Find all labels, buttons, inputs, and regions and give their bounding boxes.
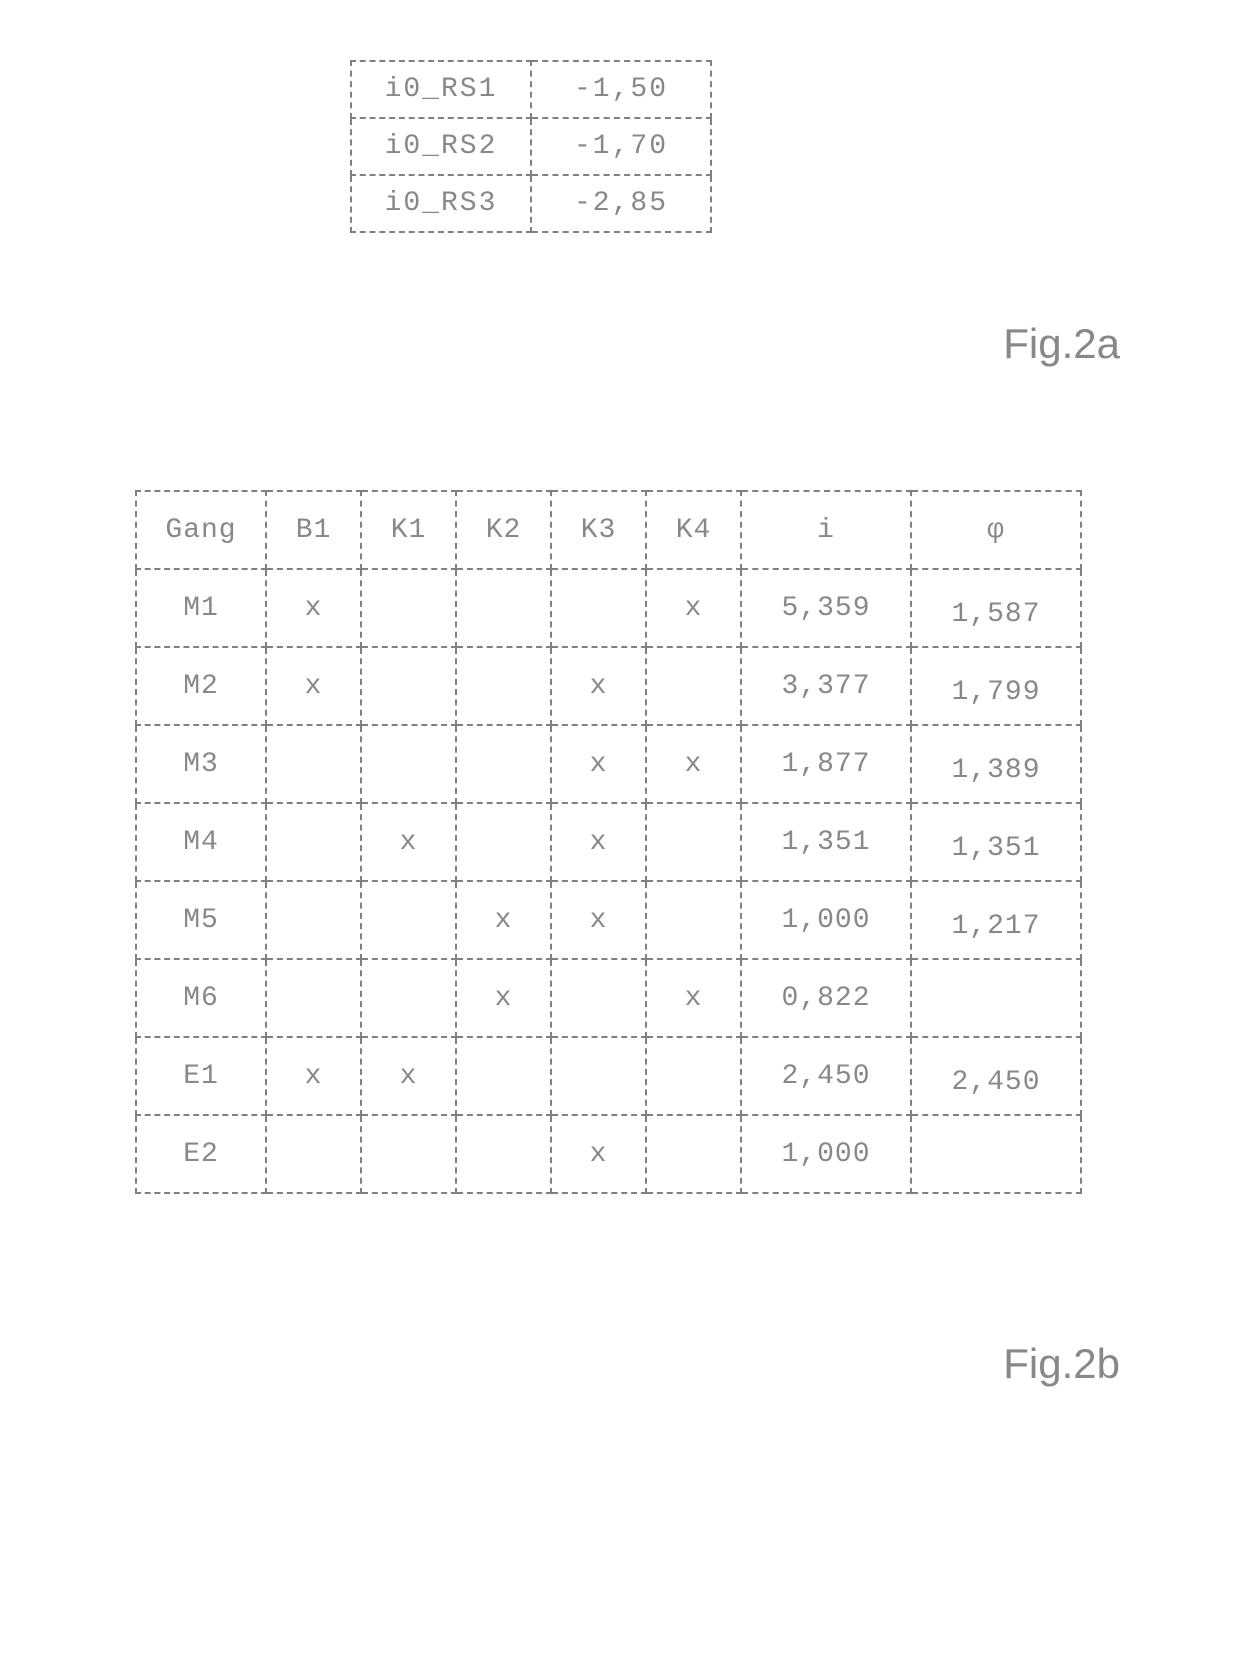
cell-i: 0,822 — [741, 959, 911, 1037]
cell-k4: x — [646, 959, 741, 1037]
cell-b1 — [266, 803, 361, 881]
cell-k3: x — [551, 881, 646, 959]
cell-phi: 2,450 — [911, 1037, 1081, 1115]
cell-b1: x — [266, 569, 361, 647]
header-k1: K1 — [361, 491, 456, 569]
cell-k4 — [646, 647, 741, 725]
cell-k3: x — [551, 725, 646, 803]
cell-k1 — [361, 725, 456, 803]
table-row: i0_RS2 -1,70 — [351, 118, 711, 175]
header-k4: K4 — [646, 491, 741, 569]
cell-k1 — [361, 959, 456, 1037]
ratio-label: i0_RS3 — [351, 175, 531, 232]
cell-gang: M2 — [136, 647, 266, 725]
cell-k1: x — [361, 1037, 456, 1115]
table-row: i0_RS1 -1,50 — [351, 61, 711, 118]
cell-phi: 1,351 — [911, 803, 1081, 881]
cell-phi: 1,217 — [911, 881, 1081, 959]
cell-k1: x — [361, 803, 456, 881]
ratio-label: i0_RS2 — [351, 118, 531, 175]
ratio-table: i0_RS1 -1,50 i0_RS2 -1,70 i0_RS3 -2,85 — [350, 60, 712, 233]
cell-k3 — [551, 569, 646, 647]
cell-k4 — [646, 803, 741, 881]
cell-i: 5,359 — [741, 569, 911, 647]
cell-i: 1,000 — [741, 881, 911, 959]
cell-k1 — [361, 647, 456, 725]
header-gang: Gang — [136, 491, 266, 569]
cell-k2 — [456, 1115, 551, 1193]
cell-phi: 1,389 — [911, 725, 1081, 803]
cell-gang: E2 — [136, 1115, 266, 1193]
cell-i: 1,000 — [741, 1115, 911, 1193]
cell-k3: x — [551, 1115, 646, 1193]
table-2-container: Gang B1 K1 K2 K3 K4 i φ M1 x x 5,359 1,5… — [135, 490, 1082, 1194]
cell-b1: x — [266, 647, 361, 725]
cell-phi: 1,799 — [911, 647, 1081, 725]
table-row: M6 x x 0,822 — [136, 959, 1081, 1037]
header-k3: K3 — [551, 491, 646, 569]
table-row: M5 x x 1,000 1,217 — [136, 881, 1081, 959]
cell-gang: M3 — [136, 725, 266, 803]
cell-k4 — [646, 1037, 741, 1115]
header-k2: K2 — [456, 491, 551, 569]
cell-k4 — [646, 1115, 741, 1193]
figure-label-2b: Fig.2b — [1003, 1340, 1120, 1388]
cell-gang: M4 — [136, 803, 266, 881]
cell-k2: x — [456, 881, 551, 959]
cell-k4 — [646, 881, 741, 959]
cell-b1 — [266, 1115, 361, 1193]
cell-phi — [911, 1115, 1081, 1193]
cell-k2 — [456, 725, 551, 803]
cell-gang: M6 — [136, 959, 266, 1037]
table-row: i0_RS3 -2,85 — [351, 175, 711, 232]
cell-phi — [911, 959, 1081, 1037]
cell-k2 — [456, 803, 551, 881]
table-row: E2 x 1,000 — [136, 1115, 1081, 1193]
cell-k4: x — [646, 569, 741, 647]
cell-k3 — [551, 1037, 646, 1115]
ratio-value: -1,50 — [531, 61, 711, 118]
cell-k2: x — [456, 959, 551, 1037]
cell-k1 — [361, 1115, 456, 1193]
cell-i: 2,450 — [741, 1037, 911, 1115]
ratio-label: i0_RS1 — [351, 61, 531, 118]
figure-label-2a: Fig.2a — [1003, 320, 1120, 368]
cell-k2 — [456, 569, 551, 647]
cell-b1 — [266, 959, 361, 1037]
ratio-value: -2,85 — [531, 175, 711, 232]
cell-i: 3,377 — [741, 647, 911, 725]
cell-k3: x — [551, 803, 646, 881]
cell-k4: x — [646, 725, 741, 803]
cell-gang: E1 — [136, 1037, 266, 1115]
cell-i: 1,877 — [741, 725, 911, 803]
cell-k2 — [456, 647, 551, 725]
cell-b1: x — [266, 1037, 361, 1115]
table-row: E1 x x 2,450 2,450 — [136, 1037, 1081, 1115]
cell-i: 1,351 — [741, 803, 911, 881]
header-b1: B1 — [266, 491, 361, 569]
table-1-container: i0_RS1 -1,50 i0_RS2 -1,70 i0_RS3 -2,85 — [350, 60, 712, 233]
cell-k3: x — [551, 647, 646, 725]
header-i: i — [741, 491, 911, 569]
table-row: M3 x x 1,877 1,389 — [136, 725, 1081, 803]
gear-shift-table: Gang B1 K1 K2 K3 K4 i φ M1 x x 5,359 1,5… — [135, 490, 1082, 1194]
table-row: M1 x x 5,359 1,587 — [136, 569, 1081, 647]
cell-k1 — [361, 569, 456, 647]
header-phi: φ — [911, 491, 1081, 569]
cell-k2 — [456, 1037, 551, 1115]
table-row: M4 x x 1,351 1,351 — [136, 803, 1081, 881]
table-header-row: Gang B1 K1 K2 K3 K4 i φ — [136, 491, 1081, 569]
cell-gang: M5 — [136, 881, 266, 959]
cell-gang: M1 — [136, 569, 266, 647]
ratio-value: -1,70 — [531, 118, 711, 175]
cell-phi: 1,587 — [911, 569, 1081, 647]
table-row: M2 x x 3,377 1,799 — [136, 647, 1081, 725]
cell-k1 — [361, 881, 456, 959]
cell-b1 — [266, 725, 361, 803]
cell-k3 — [551, 959, 646, 1037]
cell-b1 — [266, 881, 361, 959]
